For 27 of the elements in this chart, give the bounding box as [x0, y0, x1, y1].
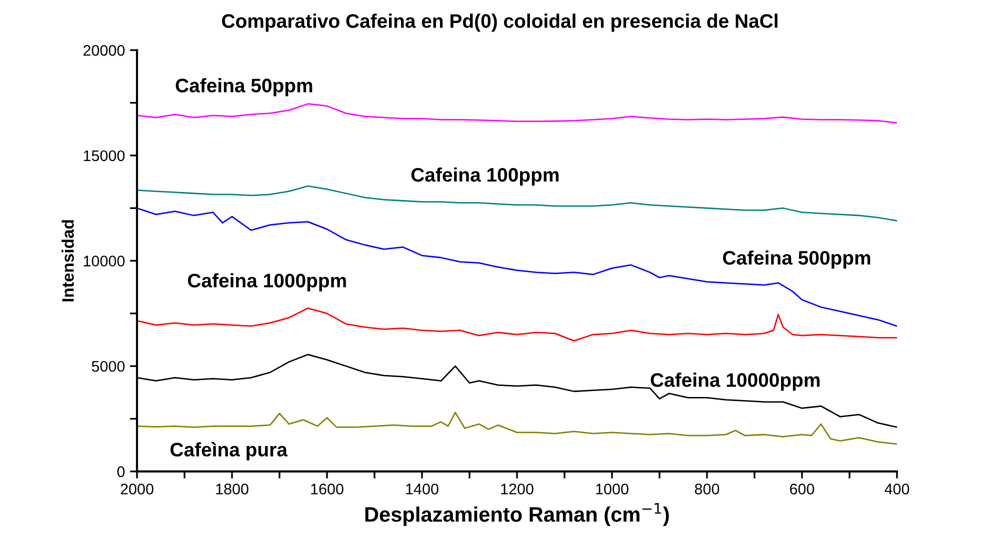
x-tick-label: 800	[694, 484, 720, 494]
x-tick-label: 2000	[120, 484, 154, 494]
x-tick-label: 1000	[596, 484, 628, 494]
x-tick-label: 400	[884, 484, 910, 494]
line-series	[137, 185, 897, 222]
series-label: Cafeina 100ppm	[411, 167, 559, 186]
line-series	[137, 307, 897, 342]
chart-title: Comparativo Cafeina en Pd(0) coloidal en presencia de NaCl	[222, 14, 778, 32]
y-tick-label: 10000	[84, 256, 125, 266]
y-axis-title: Intensidad	[62, 220, 74, 302]
x-tick-label: 1400	[406, 484, 438, 494]
y-tick-label: 5000	[92, 360, 125, 372]
y-tick-label: 0	[117, 466, 125, 478]
x-tick-label: 600	[790, 484, 814, 494]
x-tick-label: 1800	[216, 484, 248, 494]
line-series	[137, 207, 897, 327]
series-label: Cafeina 500ppm	[723, 250, 870, 269]
series-label: Cafeina 1000ppm	[188, 273, 346, 292]
x-tick-label: 1600	[311, 484, 344, 494]
y-tick-label: 15000	[84, 150, 125, 162]
series-label: Cafeina 50ppm	[176, 78, 312, 96]
x-tick-label: 1200	[501, 484, 534, 494]
line-series	[137, 103, 897, 124]
series-label: Cafeina 10000ppm	[650, 372, 820, 391]
x-axis-title: Desplazamiento Raman (cm$^{−1}$)	[365, 503, 669, 526]
series-label: Cafeìna pura	[170, 442, 288, 460]
y-tick-label: 20000	[83, 45, 125, 56]
